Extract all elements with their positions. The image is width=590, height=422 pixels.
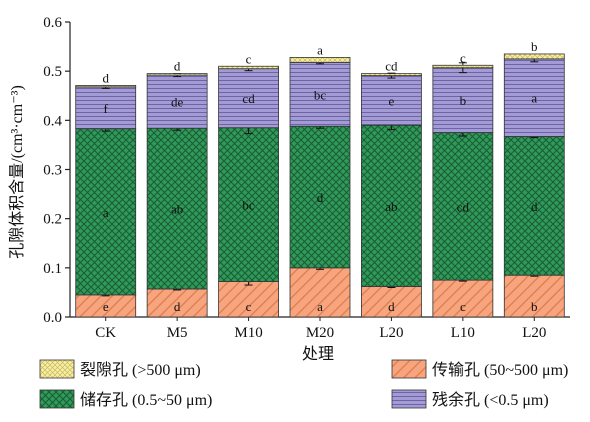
- legend-swatch-fissure: [39, 359, 75, 379]
- bar-segment-residual: [503, 58, 565, 137]
- x-tick-label: L20: [522, 325, 546, 341]
- significance-label-fissure: c: [246, 51, 252, 66]
- significance-label-transport: a: [317, 299, 323, 314]
- significance-label-storage: d: [317, 190, 324, 205]
- significance-label-storage: ab: [385, 199, 397, 214]
- significance-label-transport: d: [174, 299, 181, 314]
- bar-segment-fissure: [218, 65, 279, 70]
- significance-label-fissure: d: [102, 70, 109, 85]
- bar-segment-storage: [432, 132, 494, 281]
- significance-label-residual: a: [531, 91, 537, 106]
- bar-segment-fissure: [75, 85, 137, 88]
- x-tick-label: CK: [95, 325, 116, 341]
- legend-label-residual: 残余孔 (<0.5 μm): [432, 390, 549, 409]
- legend-swatch-residual: [391, 389, 427, 409]
- legend-swatch-transport: [391, 359, 427, 379]
- significance-label-transport: c: [460, 299, 466, 314]
- x-tick-label: M20: [306, 325, 334, 341]
- significance-label-transport: b: [531, 299, 538, 314]
- bar-segment-residual: [218, 68, 279, 129]
- bar-segment-transport: [503, 274, 565, 318]
- legend-label-transport: 传输孔 (50~500 μm): [432, 361, 568, 379]
- significance-label-storage: bc: [242, 198, 255, 213]
- x-tick-label: M10: [234, 325, 262, 341]
- significance-label-residual: cd: [242, 91, 255, 106]
- bar-segment-storage: [289, 125, 351, 269]
- bar-segment-fissure: [432, 64, 494, 69]
- bar-segment-storage: [361, 124, 422, 287]
- bar-segment-residual: [289, 61, 351, 127]
- legend-label-storage: 储存孔 (0.5~50 μm): [80, 391, 212, 409]
- bar-segment-residual: [146, 74, 208, 129]
- significance-label-storage: a: [103, 205, 109, 220]
- y-axis-title: 孔隙体积含量/(cm³·cm⁻³): [8, 85, 26, 259]
- x-tick-label: L10: [451, 325, 475, 341]
- x-tick-label: M5: [167, 325, 188, 341]
- x-axis-title: 处理: [302, 345, 334, 363]
- significance-label-residual: f: [104, 101, 109, 116]
- bar-segment-storage: [503, 136, 565, 276]
- significance-label-residual: b: [460, 93, 467, 108]
- y-tick-label: 0.2: [43, 212, 62, 228]
- significance-label-transport: c: [246, 299, 252, 314]
- legend: 裂隙孔 (>500 μm) 传输孔 (50~500 μm) 储存孔 (0.5~50 …: [39, 359, 568, 409]
- bar-segment-storage: [146, 127, 208, 290]
- bar-segment-transport: [432, 279, 494, 318]
- significance-label-storage: ab: [171, 202, 183, 217]
- significance-label-fissure: d: [174, 59, 181, 74]
- bar-segment-fissure: [361, 73, 422, 76]
- bar-segment-fissure: [503, 53, 565, 60]
- significance-label-fissure: a: [317, 42, 323, 57]
- significance-label-transport: d: [388, 299, 395, 314]
- y-tick-label: 0.4: [43, 113, 62, 129]
- y-tick-label: 0.0: [43, 310, 62, 326]
- significance-label-transport: e: [103, 299, 109, 314]
- x-tick-label: L20: [379, 325, 403, 341]
- significance-label-fissure: b: [531, 39, 538, 54]
- significance-label-fissure: cd: [385, 59, 398, 74]
- legend-label-fissure: 裂隙孔 (>500 μm): [80, 361, 201, 379]
- significance-label-residual: de: [171, 95, 184, 110]
- bar-segment-fissure: [146, 73, 208, 76]
- y-tick-label: 0.3: [43, 163, 62, 179]
- legend-swatch-storage: [39, 389, 75, 409]
- y-tick-label: 0.6: [43, 15, 62, 31]
- bar-segment-storage: [218, 127, 279, 282]
- y-tick-label: 0.5: [43, 64, 62, 80]
- plot-area: 0.00.10.20.30.40.50.6CKeafdM5dabdedM10cb…: [43, 15, 570, 341]
- y-tick-label: 0.1: [43, 261, 62, 277]
- bar-segment-transport: [146, 288, 208, 318]
- significance-label-residual: e: [389, 93, 395, 108]
- bar-segment-storage: [75, 128, 137, 296]
- significance-label-fissure: c: [460, 50, 466, 65]
- bar-segment-fissure: [289, 57, 351, 63]
- significance-label-storage: d: [531, 199, 538, 214]
- bar-segment-transport: [289, 267, 351, 318]
- significance-label-residual: bc: [314, 87, 327, 102]
- significance-label-storage: cd: [457, 199, 470, 214]
- bar-segment-transport: [218, 281, 279, 318]
- bar-segment-residual: [75, 86, 137, 130]
